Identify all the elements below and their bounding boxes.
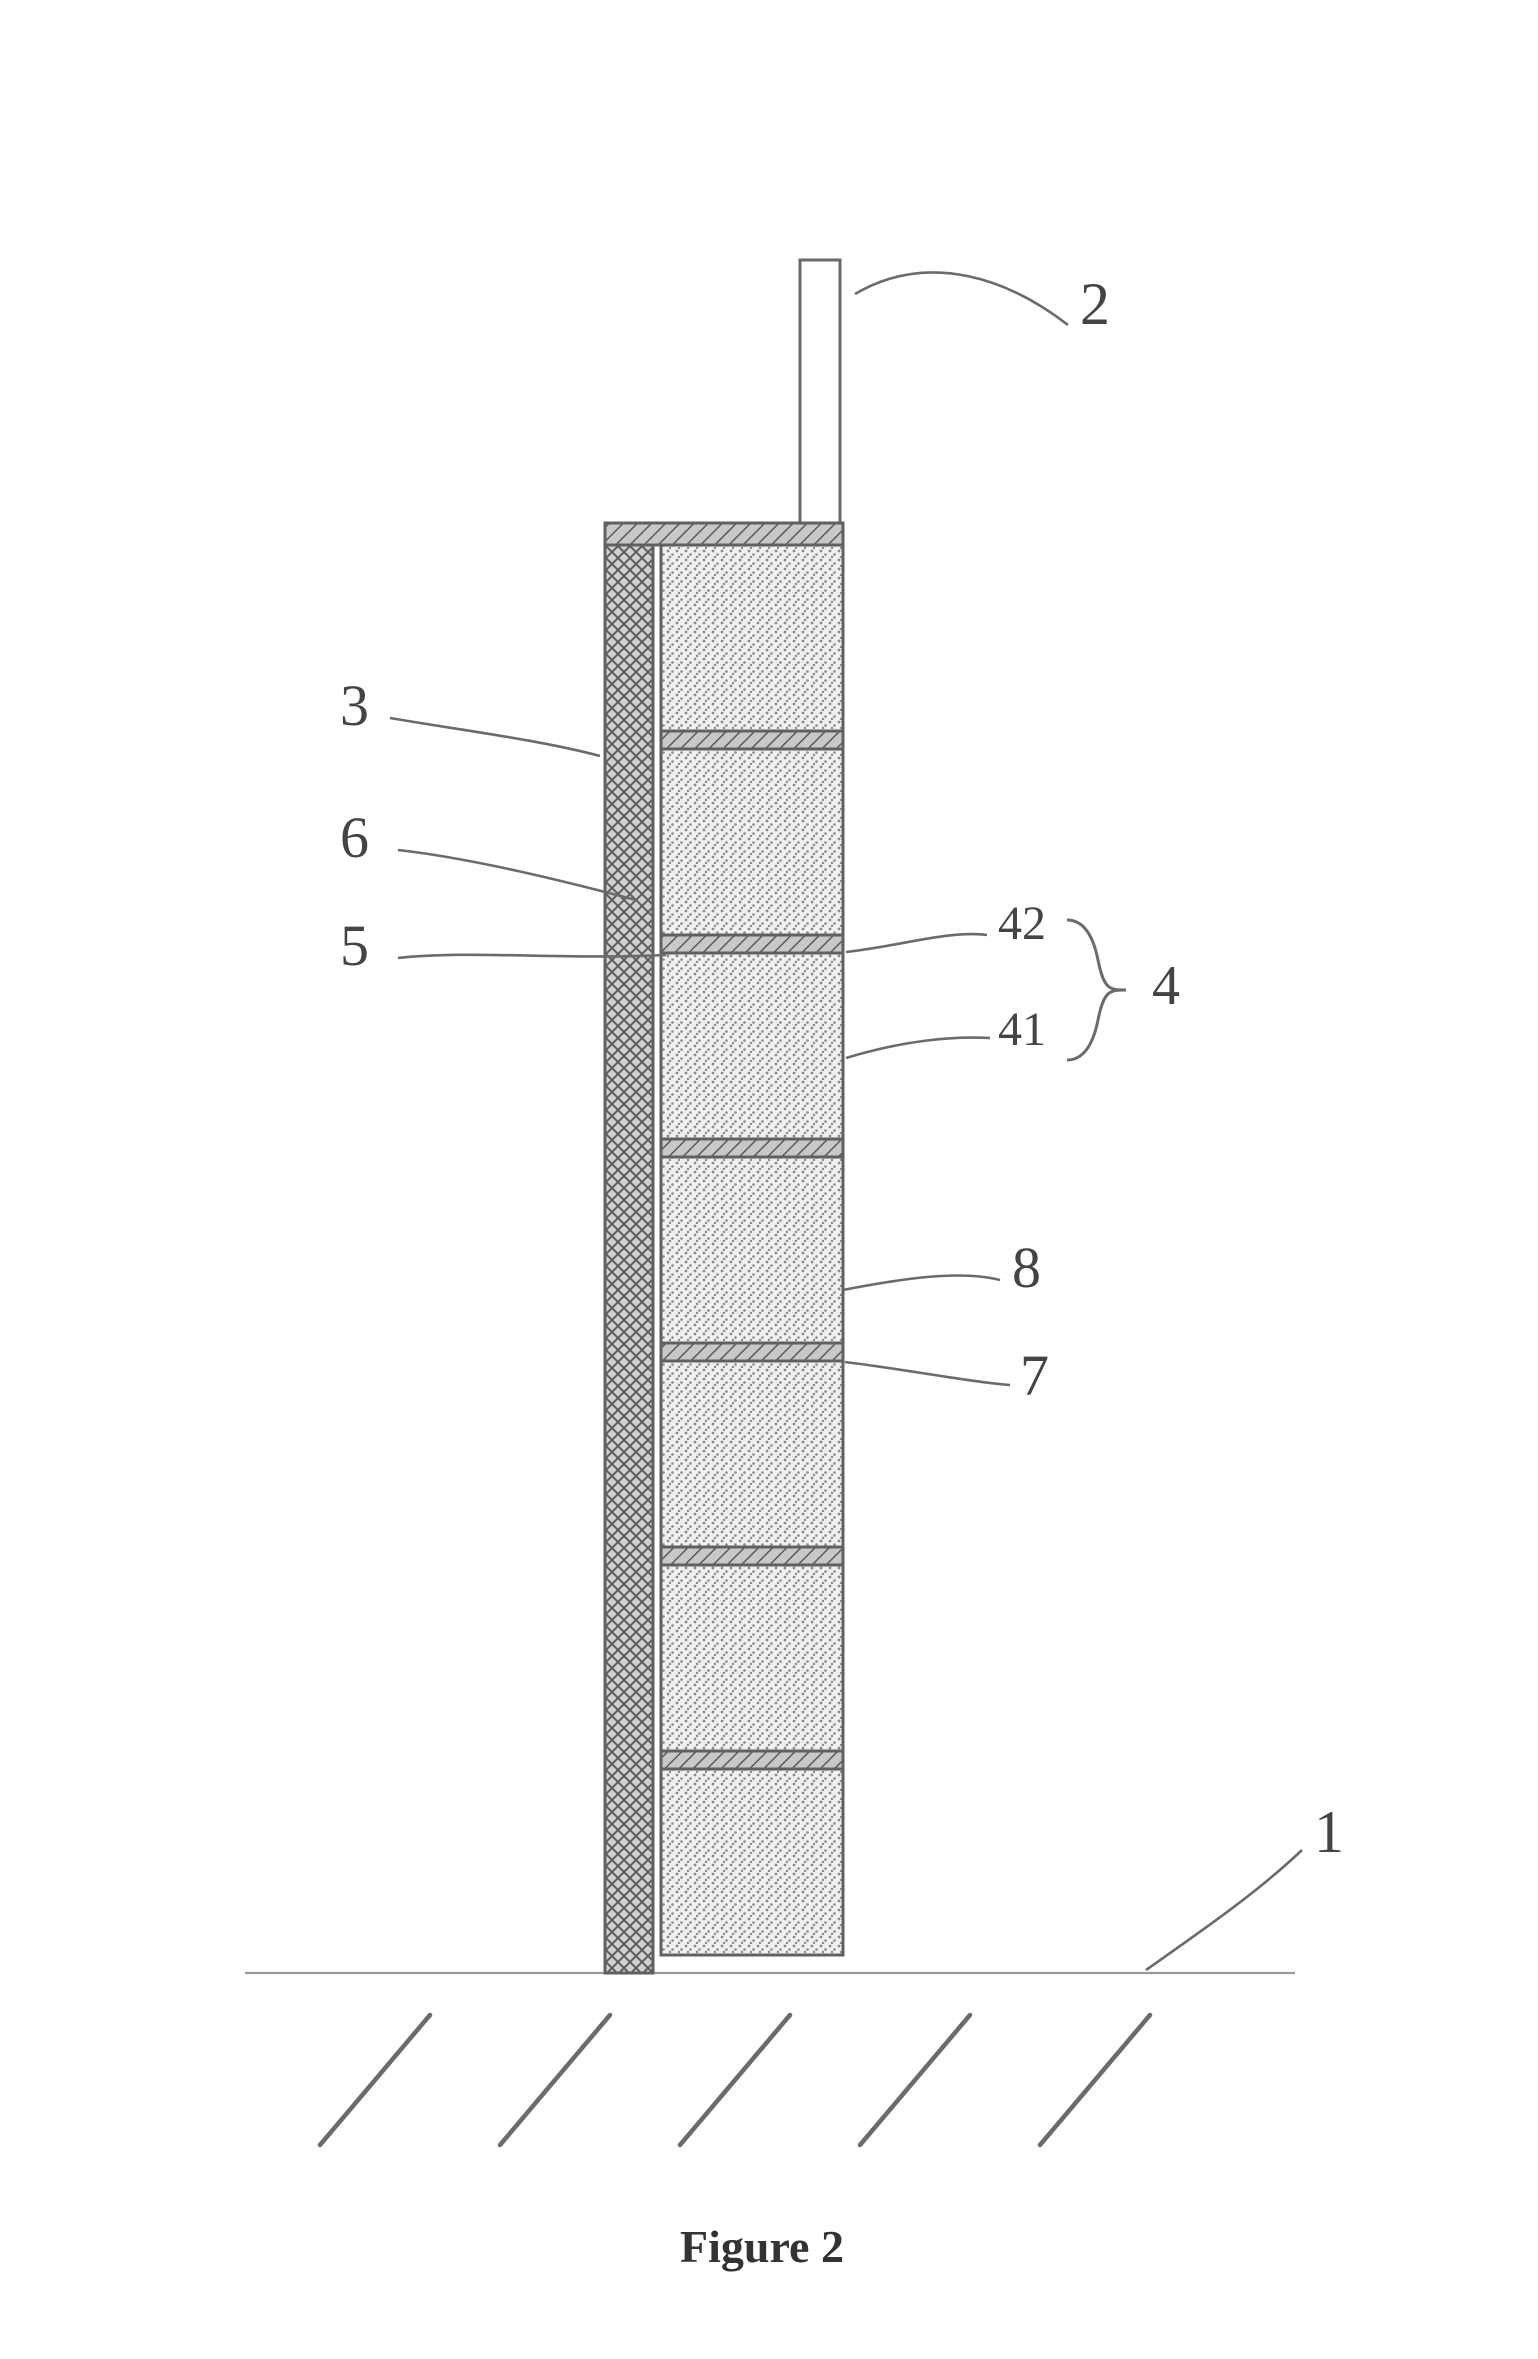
block-cell (661, 1361, 843, 1547)
block-band (661, 935, 843, 953)
block-band (661, 1547, 843, 1565)
label-8: 8 (1012, 1234, 1041, 1301)
leader-lines (390, 272, 1302, 1970)
block-cell (661, 749, 843, 935)
figure-svg (0, 0, 1538, 2359)
leader-line (846, 934, 987, 952)
leader-line (390, 718, 600, 756)
leader-line (855, 272, 1068, 325)
leader-line (846, 1038, 990, 1058)
column-assembly (605, 260, 843, 1973)
leader-line (843, 1275, 1000, 1290)
ground-hatches (320, 2015, 1150, 2145)
block-stack (661, 545, 843, 1955)
top-cap (605, 523, 843, 545)
leader-line (398, 850, 636, 900)
block-cell (661, 1565, 843, 1751)
block-cell (661, 545, 843, 731)
block-band (661, 1343, 843, 1361)
rod (800, 260, 840, 530)
block-cell (661, 953, 843, 1139)
block-cell (661, 1769, 843, 1955)
figure-caption: Figure 2 (680, 2220, 844, 2273)
block-band (661, 1139, 843, 1157)
block-cell (661, 1157, 843, 1343)
label-5: 5 (340, 912, 369, 979)
label-2: 2 (1080, 270, 1110, 339)
label-42: 42 (998, 896, 1046, 951)
label-41: 41 (998, 1002, 1046, 1057)
label-6: 6 (340, 804, 369, 871)
block-band (661, 731, 843, 749)
left-column (605, 545, 653, 1973)
label-4: 4 (1152, 954, 1180, 1018)
leader-line (845, 1362, 1010, 1385)
block-band (661, 1751, 843, 1769)
label-7: 7 (1020, 1342, 1049, 1409)
bracket-4 (1067, 920, 1126, 1060)
label-1: 1 (1314, 1798, 1344, 1867)
leader-line (1146, 1850, 1302, 1970)
ground (245, 1973, 1295, 2145)
figure-page: 2 3 6 5 42 41 4 8 7 1 Figure 2 (0, 0, 1538, 2359)
label-3: 3 (340, 672, 369, 739)
